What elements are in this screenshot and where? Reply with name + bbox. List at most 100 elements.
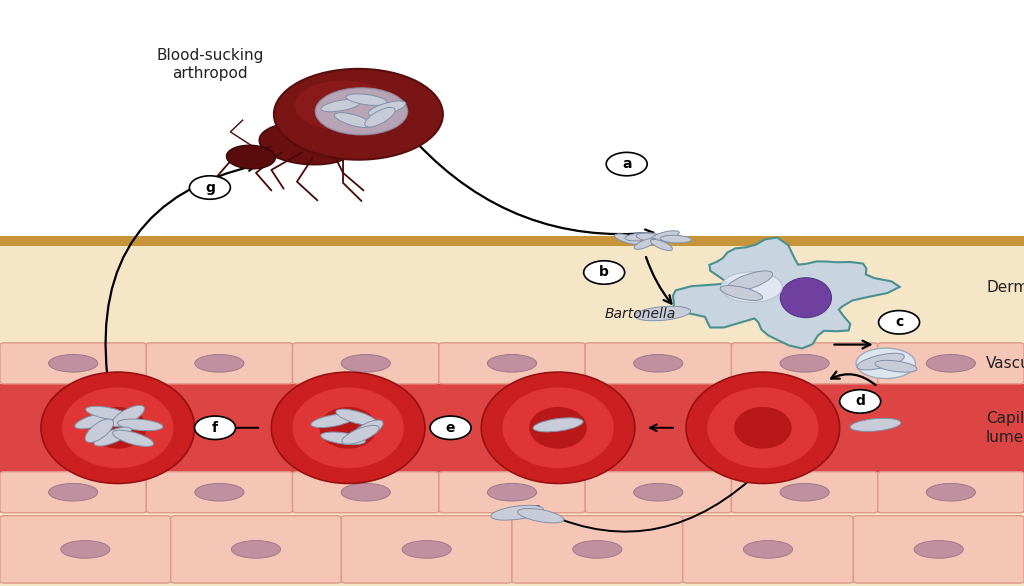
Ellipse shape: [271, 372, 425, 483]
Ellipse shape: [634, 483, 683, 501]
Text: c: c: [895, 315, 903, 329]
Circle shape: [840, 390, 881, 413]
Ellipse shape: [734, 407, 792, 449]
Ellipse shape: [874, 360, 918, 372]
Ellipse shape: [572, 540, 622, 558]
Ellipse shape: [350, 420, 383, 441]
Bar: [0, 384, 1024, 472]
Ellipse shape: [311, 414, 354, 428]
Ellipse shape: [94, 427, 131, 446]
FancyBboxPatch shape: [146, 472, 293, 513]
FancyBboxPatch shape: [731, 472, 878, 513]
Ellipse shape: [534, 418, 583, 432]
Ellipse shape: [341, 355, 390, 372]
FancyBboxPatch shape: [683, 516, 853, 583]
Text: Dermis: Dermis: [986, 280, 1024, 295]
Ellipse shape: [726, 271, 773, 292]
Circle shape: [584, 261, 625, 284]
Ellipse shape: [319, 407, 377, 449]
Text: a: a: [622, 157, 632, 171]
Ellipse shape: [529, 407, 587, 449]
Ellipse shape: [927, 355, 976, 372]
Ellipse shape: [231, 540, 281, 558]
Text: f: f: [212, 421, 218, 435]
FancyBboxPatch shape: [585, 472, 731, 513]
Ellipse shape: [850, 418, 901, 431]
Ellipse shape: [780, 483, 829, 501]
Ellipse shape: [293, 387, 403, 468]
Ellipse shape: [614, 234, 641, 244]
Ellipse shape: [41, 372, 195, 483]
Ellipse shape: [857, 353, 904, 370]
Ellipse shape: [780, 355, 829, 372]
FancyBboxPatch shape: [0, 516, 171, 583]
FancyBboxPatch shape: [731, 343, 878, 384]
Ellipse shape: [490, 505, 544, 520]
Ellipse shape: [517, 509, 564, 523]
Ellipse shape: [660, 236, 691, 243]
Ellipse shape: [336, 409, 377, 425]
Ellipse shape: [195, 483, 244, 501]
Ellipse shape: [856, 348, 915, 379]
Ellipse shape: [321, 99, 361, 112]
Polygon shape: [673, 237, 900, 349]
Bar: [0, 513, 1024, 586]
Ellipse shape: [369, 101, 406, 116]
Ellipse shape: [118, 419, 163, 431]
Bar: [0, 472, 1024, 513]
Circle shape: [189, 176, 230, 199]
Ellipse shape: [60, 540, 110, 558]
Ellipse shape: [487, 355, 537, 372]
Ellipse shape: [708, 387, 818, 468]
Ellipse shape: [195, 355, 244, 372]
Ellipse shape: [650, 240, 673, 250]
Ellipse shape: [346, 94, 387, 105]
Ellipse shape: [113, 430, 154, 447]
Ellipse shape: [636, 233, 671, 243]
FancyBboxPatch shape: [0, 472, 146, 513]
FancyBboxPatch shape: [439, 472, 585, 513]
Ellipse shape: [48, 355, 97, 372]
Ellipse shape: [85, 419, 114, 442]
FancyBboxPatch shape: [293, 343, 439, 384]
Ellipse shape: [259, 122, 355, 165]
Ellipse shape: [634, 239, 656, 249]
Bar: [0, 236, 1024, 246]
FancyBboxPatch shape: [878, 343, 1024, 384]
Ellipse shape: [927, 483, 976, 501]
Ellipse shape: [720, 285, 763, 301]
FancyBboxPatch shape: [293, 472, 439, 513]
Circle shape: [430, 416, 471, 440]
Text: Blood-sucking
arthropod: Blood-sucking arthropod: [157, 47, 263, 81]
Ellipse shape: [721, 272, 782, 302]
Ellipse shape: [315, 88, 408, 135]
Circle shape: [606, 152, 647, 176]
Ellipse shape: [75, 413, 116, 429]
Ellipse shape: [634, 355, 683, 372]
Ellipse shape: [273, 69, 443, 159]
Ellipse shape: [335, 113, 372, 128]
Bar: [0, 236, 1024, 343]
Ellipse shape: [743, 540, 793, 558]
Ellipse shape: [48, 483, 97, 501]
FancyBboxPatch shape: [439, 343, 585, 384]
Ellipse shape: [365, 107, 395, 127]
Ellipse shape: [503, 387, 613, 468]
Ellipse shape: [402, 540, 452, 558]
Ellipse shape: [112, 406, 144, 427]
FancyBboxPatch shape: [0, 343, 146, 384]
Bar: [0, 0, 1024, 236]
Ellipse shape: [341, 483, 390, 501]
Text: d: d: [855, 394, 865, 408]
Text: g: g: [205, 180, 215, 195]
FancyBboxPatch shape: [512, 516, 683, 583]
Ellipse shape: [625, 233, 657, 241]
Ellipse shape: [342, 425, 379, 444]
Ellipse shape: [226, 145, 275, 169]
Ellipse shape: [321, 432, 366, 445]
FancyBboxPatch shape: [146, 343, 293, 384]
Ellipse shape: [89, 407, 146, 449]
Ellipse shape: [86, 406, 129, 420]
Ellipse shape: [914, 540, 964, 558]
Ellipse shape: [652, 231, 679, 240]
